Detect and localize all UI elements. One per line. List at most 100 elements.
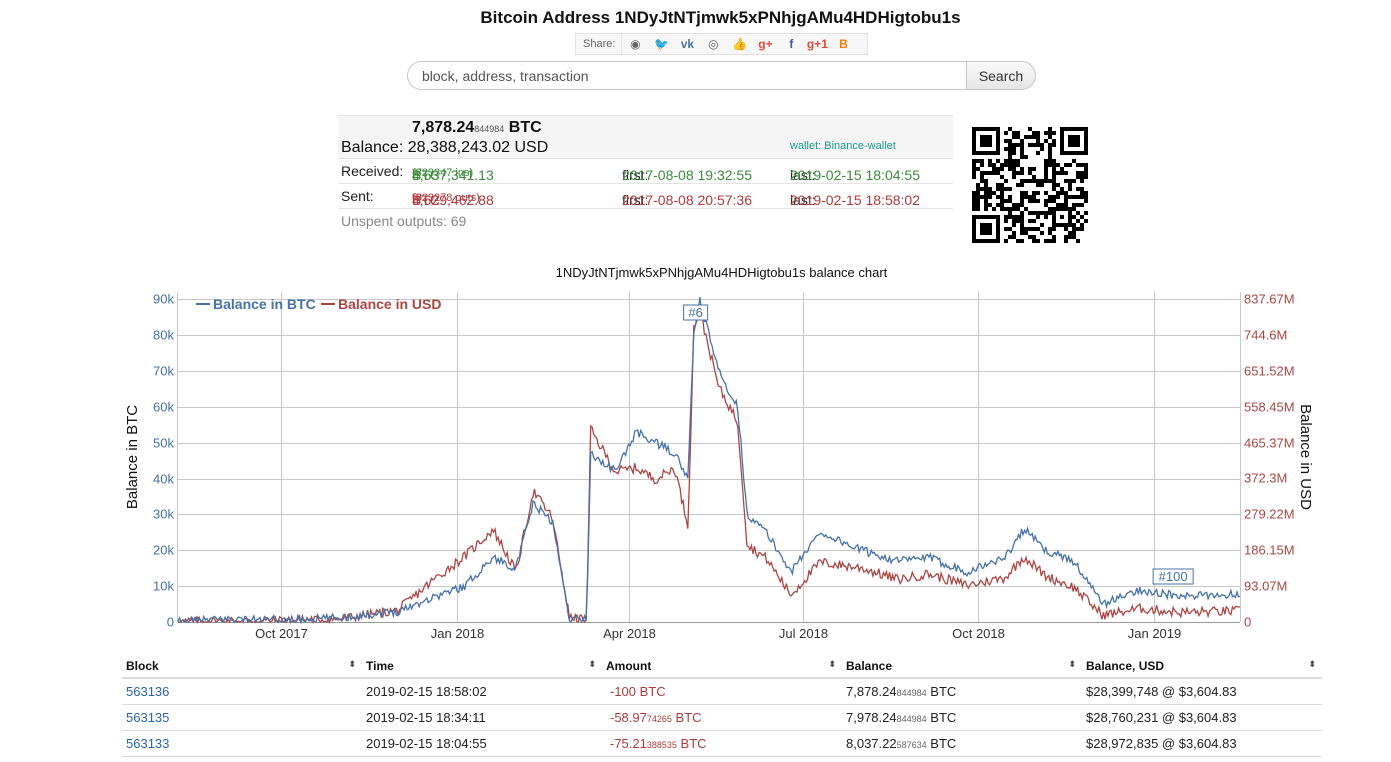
cell-balance: 7,878.24844984 BTC bbox=[842, 678, 1082, 705]
x-tick-label: Oct 2017 bbox=[255, 626, 308, 641]
column-header-time[interactable]: Time ⬍ bbox=[362, 654, 602, 679]
sent-main: 4,629,462.88 bbox=[412, 192, 494, 208]
share-label: Share: bbox=[576, 34, 623, 54]
series-line-btc bbox=[177, 297, 1241, 625]
balance-unit: BTC bbox=[930, 735, 957, 751]
received-last-time: 2019-02-15 18:04:55 bbox=[790, 167, 920, 183]
y-right-tick-label: 93.07M bbox=[1244, 579, 1287, 594]
sent-last-label: last: bbox=[790, 192, 816, 208]
column-header-label: Time bbox=[366, 658, 394, 673]
sort-icon[interactable]: ⬍ bbox=[348, 659, 356, 669]
balance-unit: BTC bbox=[930, 709, 957, 725]
balance-label: Balance: bbox=[341, 139, 404, 156]
unspent-outputs: Unspent outputs: 69 bbox=[341, 213, 467, 229]
legend-item[interactable]: Balance in BTC bbox=[213, 296, 316, 312]
gplus-one-icon[interactable]: g+1 bbox=[806, 37, 828, 51]
table-row: 563133 2019-02-15 18:04:55 -75.21388535 BT… bbox=[122, 730, 1322, 757]
cell-balance: 7,978.24844984 BTC bbox=[842, 704, 1082, 731]
y-left-tick-label: 20k bbox=[153, 543, 174, 558]
page-title: Bitcoin Address 1NDyJtNTjmwk5xPNhjgAMu4H… bbox=[480, 8, 961, 27]
y-right-tick-label: 0 bbox=[1244, 615, 1251, 630]
transactions-table: Block ⬍ Time ⬍ Amount ⬍ Balance ⬍ Balance, USD ⬍ … bbox=[122, 654, 1322, 757]
cell-time: 2019-02-15 18:34:11 bbox=[362, 704, 602, 731]
sent-row: Sent: 4,629,462.88 53 BTC (323278 outs) f… bbox=[338, 183, 953, 208]
facebook-icon[interactable]: f bbox=[789, 37, 794, 51]
table-row: 563136 2019-02-15 18:58:02 -100 BTC 7,878.2… bbox=[122, 678, 1322, 705]
cell-amount: -100 BTC bbox=[602, 678, 842, 705]
balance-chart[interactable]: 0 10k 20k 30k 40k 50k 60k 70k 80k 90k 0 93.07M 186.1… bbox=[0, 280, 1391, 648]
received-small: 37 bbox=[412, 167, 423, 177]
y-right-tick-label: 651.52M bbox=[1244, 364, 1295, 379]
cell-block: 563135 bbox=[122, 704, 362, 731]
annotation-flag bbox=[683, 304, 709, 321]
y-left-tick-label: 0 bbox=[167, 615, 174, 630]
table-header-row: Block ⬍ Time ⬍ Amount ⬍ Balance ⬍ Balance, USD ⬍ bbox=[122, 654, 1322, 679]
x-tick-label: Jul 2018 bbox=[779, 626, 828, 641]
chart-title: 1NDyJtNTjmwk5xPNhjgAMu4HDHigtobu1s balan… bbox=[555, 265, 888, 280]
sent-unit: BTC bbox=[412, 192, 440, 208]
block-link[interactable]: 563133 bbox=[126, 735, 170, 751]
search-input[interactable] bbox=[407, 61, 966, 90]
chart-grid bbox=[178, 292, 1240, 622]
amount-main: -100 bbox=[610, 683, 637, 699]
column-header-balance[interactable]: Balance ⬍ bbox=[842, 654, 1082, 679]
y-right-tick-label: 465.37M bbox=[1244, 436, 1295, 451]
wallet-link[interactable]: wallet: Binance-wallet bbox=[790, 140, 896, 152]
balance-row: 7,878.24844984 BTC Balance: 28,388,243.0… bbox=[338, 115, 953, 158]
sort-icon[interactable]: ⬍ bbox=[1068, 659, 1076, 669]
search-button[interactable]: Search bbox=[966, 61, 1036, 90]
block-link[interactable]: 563135 bbox=[126, 709, 170, 725]
amount-unit: BTC bbox=[675, 709, 702, 725]
received-unit: BTC bbox=[412, 167, 440, 183]
cell-block: 563133 bbox=[122, 730, 362, 757]
balance-main: 8,037.22 bbox=[846, 735, 897, 751]
table-row: 563135 2019-02-15 18:34:11 -58.9774265 BTC… bbox=[122, 704, 1322, 731]
twitter-icon[interactable]: 🐦 bbox=[653, 37, 669, 51]
amount-unit: BTC bbox=[639, 683, 666, 699]
y-right-tick-label: 837.67M bbox=[1244, 292, 1295, 307]
y-left-tick-label: 60k bbox=[153, 400, 174, 415]
cell-balance-usd: $28,760,231 @ $3,604.83 bbox=[1082, 704, 1322, 731]
chart-annotations: #6 #100 bbox=[683, 304, 1194, 585]
balance-btc-unit: BTC bbox=[508, 119, 542, 136]
like-icon[interactable]: 👍 bbox=[731, 37, 747, 51]
sent-count: (323278 outs) bbox=[412, 192, 480, 204]
received-row: Received: 4,637,341.13 37 BTC (323347 ins… bbox=[338, 158, 953, 183]
amount-unit: BTC bbox=[680, 735, 707, 751]
sort-icon[interactable]: ⬍ bbox=[828, 659, 836, 669]
chart-legend[interactable]: Balance in BTC Balance in USD bbox=[196, 296, 441, 312]
amount-main: -75.21 bbox=[610, 735, 647, 751]
cell-balance-usd: $28,972,835 @ $3,604.83 bbox=[1082, 730, 1322, 757]
balance-unit: BTC bbox=[930, 683, 957, 699]
sent-label: Sent: bbox=[341, 188, 374, 204]
address-qr-code bbox=[972, 127, 1089, 244]
legend-item[interactable]: Balance in USD bbox=[338, 296, 441, 312]
received-main: 4,637,341.13 bbox=[412, 167, 494, 183]
amount-main: -58.97 bbox=[610, 709, 647, 725]
column-header-amount[interactable]: Amount ⬍ bbox=[602, 654, 842, 679]
y-left-tick-label: 70k bbox=[153, 364, 174, 379]
cell-balance-usd: $28,399,748 @ $3,604.83 bbox=[1082, 678, 1322, 705]
column-header-label: Block bbox=[126, 658, 159, 673]
received-first-time: 2017-08-08 19:32:55 bbox=[622, 167, 752, 183]
balance-main: 7,978.24 bbox=[846, 709, 897, 725]
received-first-label: first: bbox=[622, 167, 649, 183]
block-link[interactable]: 563136 bbox=[126, 683, 170, 699]
sort-icon[interactable]: ⬍ bbox=[588, 659, 596, 669]
y-left-axis-title: Balance in BTC bbox=[124, 405, 141, 509]
sort-icon[interactable]: ⬍ bbox=[1308, 659, 1316, 669]
received-last-label: last: bbox=[790, 167, 816, 183]
blogger-icon[interactable]: B bbox=[839, 37, 848, 51]
y-right-axis-title: Balance in USD bbox=[1297, 404, 1314, 510]
column-header-block[interactable]: Block ⬍ bbox=[122, 654, 362, 679]
weibo-icon[interactable]: ◎ bbox=[708, 37, 719, 51]
reddit-icon[interactable]: ◉ bbox=[630, 37, 641, 51]
balance-usd: Balance: 28,388,243.02 USD bbox=[341, 139, 548, 157]
googleplus-icon[interactable]: g+ bbox=[758, 37, 773, 51]
column-header-balance-usd[interactable]: Balance, USD ⬍ bbox=[1082, 654, 1322, 679]
sent-first-time: 2017-08-08 20:57:36 bbox=[622, 192, 752, 208]
vk-icon[interactable]: vk bbox=[680, 37, 695, 51]
series-line-usd bbox=[178, 313, 1241, 625]
sent-first-label: first: bbox=[622, 192, 649, 208]
balance-btc: 7,878.24844984 BTC bbox=[412, 119, 542, 137]
